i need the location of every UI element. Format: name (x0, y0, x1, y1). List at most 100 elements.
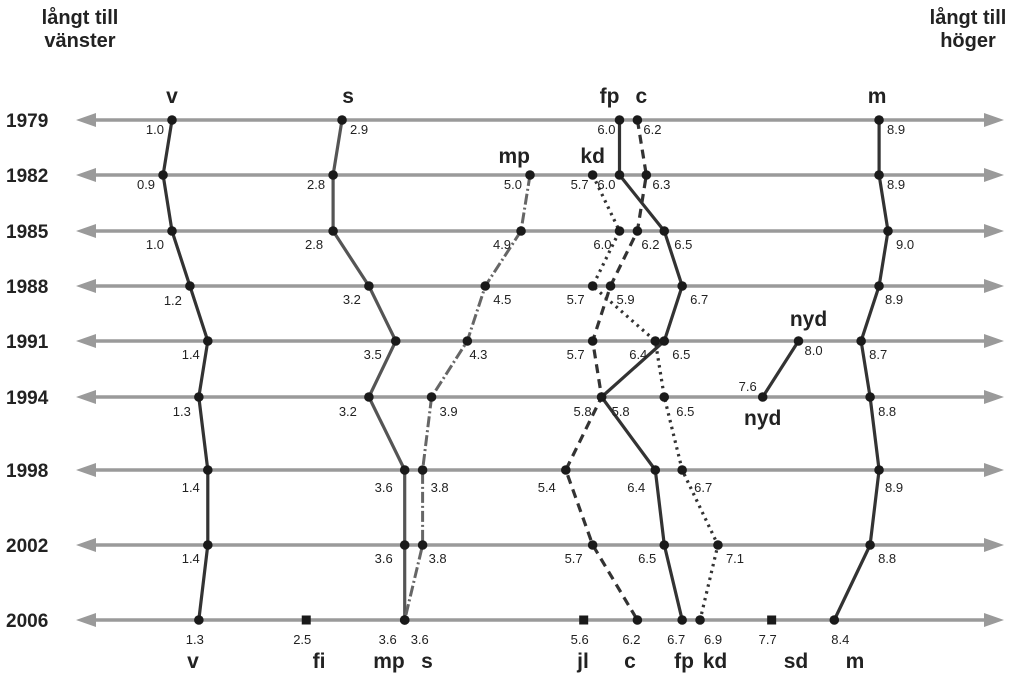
value-label-fp: 6.7 (667, 632, 685, 647)
year-label: 1991 (6, 332, 49, 353)
bottom-label-kd: kd (703, 650, 728, 673)
single-marker-sd (767, 615, 777, 625)
data-point-fp (614, 170, 625, 180)
axis-arrow-left (76, 334, 96, 348)
data-point-kd (614, 226, 625, 236)
axis-arrow-left (76, 224, 96, 238)
value-label-mp: 3.9 (440, 404, 458, 419)
value-label-c: 5.9 (617, 292, 635, 307)
bottom-label-sd: sd (784, 650, 809, 673)
axis-arrow-right (984, 613, 1004, 627)
series-line-mp (403, 174, 532, 621)
value-label-v: 1.3 (173, 404, 191, 419)
axis-arrow-left (76, 463, 96, 477)
bottom-label-mp: mp (373, 650, 405, 673)
year-axes: 1979 1982 1985 1988 1991 1994 1998 2002 2006 (6, 111, 1004, 632)
value-label-v: 1.4 (182, 480, 200, 495)
value-label-m: 8.9 (887, 177, 905, 192)
value-label-c: 5.4 (538, 480, 556, 495)
party-label-nyd: nyd (790, 308, 827, 331)
year-label: 1998 (6, 461, 48, 482)
axis-arrow-left (76, 390, 96, 404)
data-point-c (632, 615, 643, 625)
data-point-v (194, 615, 204, 625)
data-point-nyd (757, 392, 768, 402)
value-label-s: 3.2 (343, 292, 361, 307)
value-label-jl: 5.6 (571, 632, 589, 647)
bottom-label-s: s (421, 650, 433, 673)
value-label-v: 1.0 (146, 122, 164, 137)
axis-arrow-right (984, 168, 1004, 182)
axis-arrow-left (76, 279, 96, 293)
year-label: 1988 (6, 277, 48, 298)
value-label-sd: 7.7 (759, 632, 777, 647)
party-label-v: v (166, 85, 178, 108)
value-label-s: 2.8 (305, 237, 323, 252)
year-label: 2002 (6, 536, 48, 557)
data-point-c (632, 115, 643, 125)
data-point-m (856, 336, 866, 346)
value-label-s: 2.8 (307, 177, 325, 192)
axis-arrow-left (76, 168, 96, 182)
axis-arrow-right (984, 463, 1004, 477)
value-label-m: 9.0 (896, 237, 914, 252)
party-label-fp: fp (600, 85, 620, 108)
party-label-mp: mp (499, 145, 531, 168)
value-label-mp: 3.8 (431, 480, 449, 495)
data-point-c (596, 392, 607, 402)
data-point-mp (525, 170, 535, 180)
value-label-s: 3.6 (375, 551, 393, 566)
value-label-c: 5.7 (565, 551, 583, 566)
data-point-fp (650, 465, 661, 475)
data-point-s (364, 281, 374, 291)
value-label-fp: 6.0 (597, 177, 615, 192)
data-point-c (561, 465, 571, 475)
data-point-m (874, 170, 884, 180)
value-label-nyd: 7.6 (739, 379, 757, 394)
party-label-s: s (342, 85, 354, 108)
bottom-label-m: m (846, 650, 865, 673)
value-label-c: 6.2 (643, 122, 661, 137)
value-label-fp: 6.5 (638, 551, 656, 566)
value-label-kd: 5.7 (567, 292, 585, 307)
data-point-kd (587, 281, 598, 291)
axis-arrow-left (76, 113, 96, 127)
party-label-kd: kd (580, 145, 605, 168)
data-point-fp (659, 336, 670, 346)
year-label: 1985 (6, 222, 49, 243)
value-label-s: 2.9 (350, 122, 368, 137)
data-point-kd (587, 170, 598, 180)
bottom-label-v: v (187, 650, 199, 673)
party-label-c: c (636, 85, 648, 108)
data-point-c (605, 281, 616, 291)
data-point-m (865, 392, 875, 402)
party-label-m: m (868, 85, 887, 108)
bottom-label-c: c (624, 650, 636, 673)
data-point-v (185, 281, 195, 291)
data-point-c (632, 226, 643, 236)
value-label-fi: 2.5 (293, 632, 311, 647)
axis-arrow-right (984, 113, 1004, 127)
value-label-kd: 7.1 (726, 551, 744, 566)
value-label-v: 1.4 (182, 347, 200, 362)
axis-arrow-right (984, 390, 1004, 404)
data-point-fp (659, 540, 670, 550)
axis-arrow-right (984, 279, 1004, 293)
value-label-kd: 6.4 (629, 347, 647, 362)
series-points (158, 115, 893, 625)
data-point-kd (659, 392, 670, 402)
value-label-kd: 6.7 (694, 480, 712, 495)
year-label: 1994 (6, 388, 49, 409)
value-label-v: 1.2 (164, 293, 182, 308)
data-point-m (874, 465, 884, 475)
value-labels: 1.0 0.9 1.0 1.2 1.4 1.3 1.4 1.4 1.3 2.9 2.8 2.8 3.2 3… (137, 122, 914, 647)
axis-arrow-right (984, 538, 1004, 552)
data-point-mp (480, 281, 491, 291)
value-label-v: 1.0 (146, 237, 164, 252)
value-label-v: 1.3 (186, 632, 204, 647)
axis-arrow-right (984, 334, 1004, 348)
value-label-c: 6.2 (622, 632, 640, 647)
data-point-mp (462, 336, 473, 346)
